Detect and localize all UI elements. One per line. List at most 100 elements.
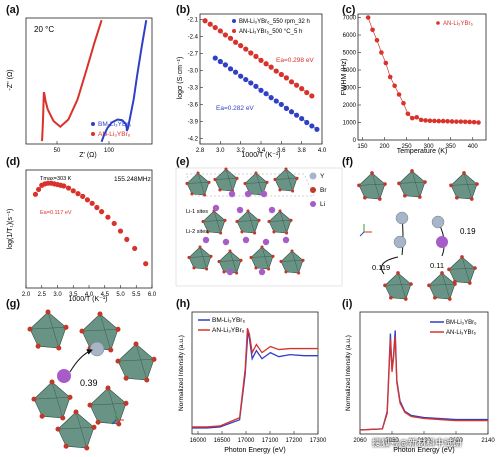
panel-f-br-atom bbox=[370, 171, 374, 175]
panel-e-legend-br: Br bbox=[320, 187, 327, 194]
panel-c-xtick-label: 150 bbox=[357, 144, 368, 150]
panel-g-axes-icon bbox=[111, 412, 124, 425]
panel-d-point bbox=[89, 200, 95, 206]
panel-c-point bbox=[440, 118, 446, 124]
panel-b-ytick-label: -3.0 bbox=[188, 69, 199, 75]
panel-e-li-atom bbox=[236, 206, 244, 214]
panel-c-ytick-label: 6000 bbox=[343, 33, 357, 39]
panel-g-br-atom bbox=[87, 402, 93, 408]
panel-h-xtick-label: 17100 bbox=[262, 438, 279, 444]
panel-g-br-atom bbox=[31, 396, 37, 402]
panel-e-li2-label: Li-2 sites bbox=[186, 229, 208, 235]
panel-e-br-atom bbox=[205, 267, 209, 271]
panel-b-point-an bbox=[273, 68, 279, 74]
panel-b-ytick-label: -2.7 bbox=[188, 52, 199, 58]
panel-h-xtick-label: 17200 bbox=[286, 438, 303, 444]
panel-e-br-atom bbox=[223, 218, 227, 222]
panel-d-point bbox=[75, 191, 81, 197]
panel-e-br-atom bbox=[213, 177, 217, 181]
panel-f-label: (f) bbox=[342, 156, 353, 168]
panel-b-point-bm bbox=[263, 91, 269, 97]
panel-f-path-2 bbox=[381, 256, 399, 275]
panel-d-point bbox=[117, 228, 124, 234]
panel-h-legend-bm: BM-Li₃YBr₆ bbox=[212, 317, 245, 324]
panel-c-point bbox=[401, 100, 406, 106]
panel-e-br-atom bbox=[267, 219, 271, 223]
panel-d-point bbox=[132, 245, 138, 252]
panel-e-br-atom bbox=[201, 219, 205, 223]
panel-e-li-atom bbox=[258, 268, 266, 276]
panel-b-xtick-label: 3.8 bbox=[297, 148, 306, 154]
panel-g-hop-arrow bbox=[69, 349, 93, 373]
panel-b-point-bm bbox=[238, 73, 244, 79]
panel-e-br-atom bbox=[254, 171, 258, 175]
panel-f-br-atom bbox=[377, 197, 382, 201]
panel-e-br-atom bbox=[278, 188, 282, 192]
panel-b-ytick-label: -3.9 bbox=[188, 119, 199, 125]
panel-a-legend-bm-marker bbox=[91, 122, 95, 126]
panel-e-legend-li-marker bbox=[310, 201, 316, 207]
panel-b-point-an bbox=[243, 46, 249, 52]
panel-c-label: (c) bbox=[342, 4, 356, 16]
panel-c-legend: AN-Li₃YBr₆ bbox=[443, 21, 473, 27]
panel-e-octahedron bbox=[188, 246, 212, 270]
panel-c-point bbox=[462, 119, 468, 125]
panel-b-point-an bbox=[283, 75, 290, 81]
panel-g-label: (g) bbox=[6, 298, 21, 310]
panel-c-xtick-label: 350 bbox=[446, 144, 457, 150]
panel-b-ytick-label: -2.4 bbox=[188, 35, 199, 41]
panel-b-point-bm bbox=[293, 112, 300, 118]
panel-c-xtick-label: 300 bbox=[424, 144, 435, 150]
panel-c-xlabel: Temperature (K) bbox=[397, 148, 448, 155]
panel-c-frame bbox=[357, 13, 487, 141]
panel-e-br-atom bbox=[235, 219, 239, 223]
panel-f-br-atom bbox=[462, 171, 466, 175]
panel-b-fit-an bbox=[204, 20, 313, 97]
panel-b-ylabel: logσ (S·cm⁻¹) bbox=[177, 57, 184, 100]
panel-g-br-atom bbox=[123, 375, 129, 381]
panel-e-br-atom bbox=[243, 181, 247, 185]
panel-b-point-bm bbox=[314, 126, 320, 132]
panel-g-br-atom bbox=[56, 345, 62, 351]
panel-i-label: (i) bbox=[342, 298, 353, 310]
panel-e-br-atom bbox=[203, 193, 207, 197]
panel-c-point bbox=[379, 50, 384, 55]
panel-g-br-atom bbox=[79, 328, 85, 334]
panel-c-xtick-label: 200 bbox=[379, 144, 390, 150]
panel-d-xtick-label: 5.0 bbox=[116, 292, 125, 298]
panel-g-distance: 0.39 bbox=[80, 378, 98, 388]
panel-a-label: (a) bbox=[6, 4, 20, 16]
panel-e-li-atom bbox=[260, 190, 268, 198]
panel-i-series-bm-line bbox=[359, 330, 488, 431]
panel-d-point bbox=[32, 191, 39, 197]
panel-f-br-atom bbox=[383, 283, 387, 288]
panel-e-br-atom bbox=[285, 231, 289, 235]
panel-f-br-atom bbox=[397, 181, 401, 186]
panel-b-point-bm bbox=[283, 105, 290, 111]
panel-c-point bbox=[392, 83, 397, 89]
panel-f-br-atom bbox=[473, 266, 477, 270]
panel-h-label: (h) bbox=[176, 298, 191, 310]
panel-c-ytick-label: 4000 bbox=[343, 68, 357, 74]
panel-e-br-atom bbox=[295, 176, 299, 180]
panel-e-br-atom bbox=[279, 259, 283, 263]
panel-e-octahedron bbox=[280, 250, 304, 274]
panel-b-point-bm bbox=[217, 58, 223, 65]
panel-g-br-atom bbox=[108, 347, 114, 353]
panel-b-xtick-label: 2.8 bbox=[196, 148, 205, 154]
panel-e-br-atom bbox=[297, 271, 301, 275]
panel-b-xtick-label: 3.6 bbox=[277, 148, 286, 154]
panel-g-br-atom bbox=[73, 409, 79, 415]
panel-f-octahedron bbox=[384, 272, 412, 300]
panel-g-octahedron bbox=[89, 387, 127, 425]
panel-d-xtick-label: 2.5 bbox=[38, 292, 47, 298]
panel-e-br-atom bbox=[192, 266, 196, 270]
panel-i-xtick-label: 2080 bbox=[385, 438, 399, 444]
panel-f-br-atom bbox=[403, 193, 407, 198]
panel-c-ylabel: FWHM (Hz) bbox=[341, 59, 348, 96]
panel-c-point bbox=[458, 119, 464, 124]
panel-b-point-bm bbox=[248, 80, 254, 86]
